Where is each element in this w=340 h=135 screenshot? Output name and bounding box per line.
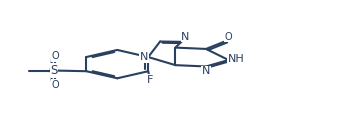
Text: F: F (147, 75, 153, 85)
Text: NH: NH (227, 54, 244, 65)
Text: O: O (52, 51, 59, 61)
Text: N: N (140, 52, 148, 62)
Text: N: N (202, 66, 210, 77)
Text: O: O (225, 31, 232, 41)
Text: N: N (181, 32, 190, 42)
Text: O: O (52, 80, 59, 90)
Text: S: S (50, 64, 58, 77)
